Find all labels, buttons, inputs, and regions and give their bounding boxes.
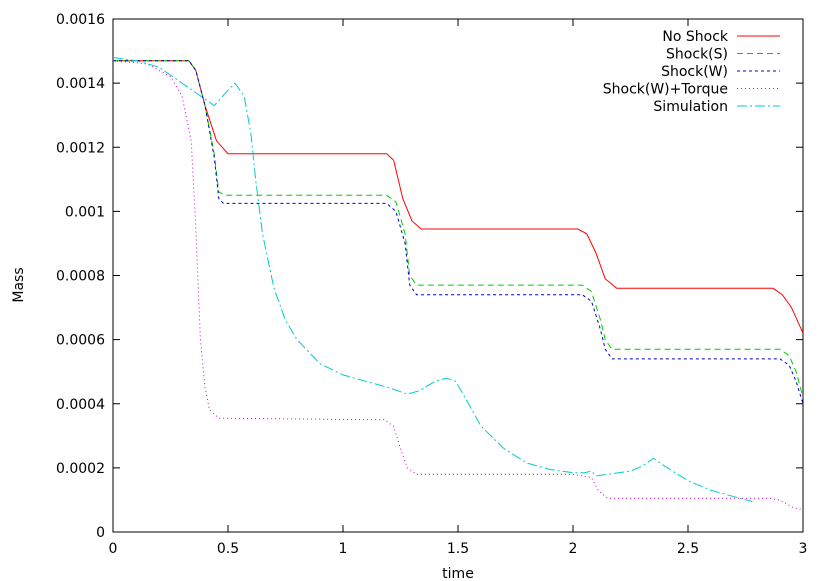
y-tick-label: 0.0014 bbox=[56, 76, 105, 92]
y-tick-label: 0.0006 bbox=[56, 333, 105, 349]
y-tick-label: 0.001 bbox=[65, 204, 105, 220]
x-tick-label: 0 bbox=[109, 541, 118, 557]
x-tick-label: 0.5 bbox=[217, 541, 239, 557]
legend-label: Shock(W)+Torque bbox=[603, 82, 728, 98]
y-axis-label: Mass bbox=[11, 267, 27, 302]
x-tick-label: 1 bbox=[339, 541, 348, 557]
y-tick-label: 0.0016 bbox=[56, 12, 105, 28]
series-lines bbox=[112, 57, 804, 511]
legend-label: Shock(W) bbox=[661, 64, 728, 80]
y-axis-ticks: 0 0.0002 0.0004 0.0006 0.0008 0.001 0.0012 0.00… bbox=[56, 12, 803, 541]
y-tick-label: 0.0004 bbox=[56, 397, 105, 413]
x-tick-label: 1.5 bbox=[447, 541, 469, 557]
series-line bbox=[113, 60, 804, 404]
y-tick-label: 0 bbox=[96, 525, 105, 541]
x-tick-label: 3 bbox=[799, 541, 808, 557]
legend-label: Simulation bbox=[653, 99, 728, 115]
y-tick-label: 0.0008 bbox=[56, 269, 105, 285]
series-line bbox=[112, 60, 804, 511]
legend: No Shock Shock(S)Shock(W) Shock(W)+TorqueS… bbox=[603, 29, 780, 115]
series-line bbox=[112, 57, 753, 502]
y-tick-label: 0.0012 bbox=[56, 140, 105, 156]
x-axis-label: time bbox=[442, 566, 474, 581]
legend-label: Shock(S) bbox=[666, 47, 728, 63]
legend-label: No Shock bbox=[662, 29, 729, 45]
x-tick-label: 2 bbox=[569, 541, 578, 557]
x-tick-label: 2.5 bbox=[677, 541, 699, 557]
y-tick-label: 0.0002 bbox=[56, 461, 105, 477]
series-line bbox=[113, 60, 804, 334]
x-axis-ticks: 0 0.5 1 1.5 2 2.5 3 bbox=[109, 19, 808, 557]
